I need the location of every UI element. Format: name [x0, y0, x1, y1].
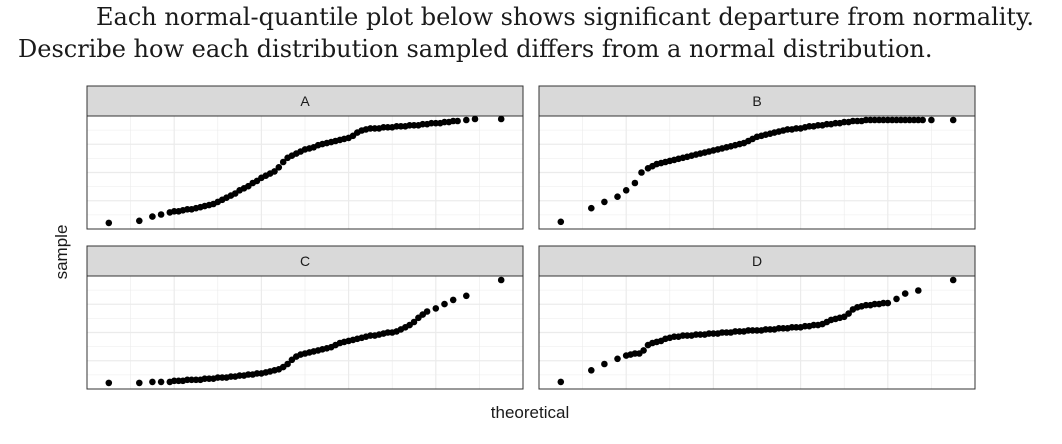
- data-point: [454, 117, 461, 125]
- data-point: [463, 292, 470, 300]
- panel-border: [86, 275, 524, 390]
- data-point: [105, 219, 113, 227]
- data-point: [497, 115, 505, 123]
- data-point: [497, 276, 505, 284]
- question-line-2: Describe how each distribution sampled d…: [18, 35, 933, 63]
- facet-panels: A B C D: [86, 85, 976, 390]
- data-point: [441, 300, 448, 308]
- facet-strip-label: D: [752, 253, 762, 269]
- data-point: [271, 168, 278, 175]
- data-point: [149, 378, 156, 386]
- data-point: [640, 347, 647, 354]
- data-point: [949, 276, 957, 284]
- data-point: [901, 290, 909, 297]
- data-point: [410, 318, 418, 326]
- gridlines: [87, 116, 523, 229]
- data-point: [449, 296, 457, 304]
- data-point: [631, 179, 639, 187]
- data-point: [157, 378, 165, 386]
- data-point: [614, 355, 621, 363]
- data-point: [136, 379, 143, 387]
- data-point: [463, 116, 470, 124]
- panel-a: A: [86, 85, 524, 230]
- data-point: [136, 217, 143, 225]
- facet-strip-label: C: [300, 253, 310, 269]
- data-points: [105, 115, 505, 227]
- data-point: [588, 204, 595, 212]
- data-point: [919, 116, 926, 124]
- data-points: [557, 116, 957, 226]
- question-line-1: Each normal-quantile plot below shows si…: [96, 3, 1035, 31]
- data-point: [275, 164, 283, 171]
- panel-b: B: [538, 85, 976, 230]
- data-point: [601, 198, 608, 206]
- data-point: [845, 310, 852, 317]
- data-point: [279, 158, 287, 166]
- data-point: [105, 379, 113, 387]
- data-point: [949, 116, 957, 124]
- data-point: [149, 213, 156, 220]
- data-point: [157, 211, 165, 218]
- data-point: [588, 367, 595, 374]
- data-point: [432, 305, 440, 312]
- panel-border: [538, 115, 976, 230]
- facet-strip-label: A: [300, 93, 310, 109]
- panel-border: [86, 115, 524, 230]
- data-point: [893, 295, 900, 303]
- gridlines: [539, 116, 975, 229]
- data-point: [601, 360, 608, 368]
- facet-strip-label: B: [752, 93, 761, 109]
- data-point: [884, 299, 892, 307]
- data-point: [622, 187, 630, 194]
- x-axis-title: theoretical: [491, 403, 569, 422]
- data-point: [471, 115, 479, 123]
- data-point: [915, 287, 922, 294]
- panel-c: C: [86, 245, 524, 390]
- data-points: [557, 276, 957, 386]
- data-point: [638, 169, 645, 176]
- data-point: [284, 360, 291, 368]
- data-point: [557, 378, 565, 386]
- y-axis-title: sample: [52, 225, 71, 280]
- data-point: [423, 308, 431, 315]
- panel-d: D: [538, 245, 976, 390]
- data-point: [614, 193, 621, 200]
- data-point: [557, 218, 565, 226]
- panel-border: [538, 275, 976, 390]
- data-points: [105, 276, 505, 387]
- data-point: [928, 116, 935, 124]
